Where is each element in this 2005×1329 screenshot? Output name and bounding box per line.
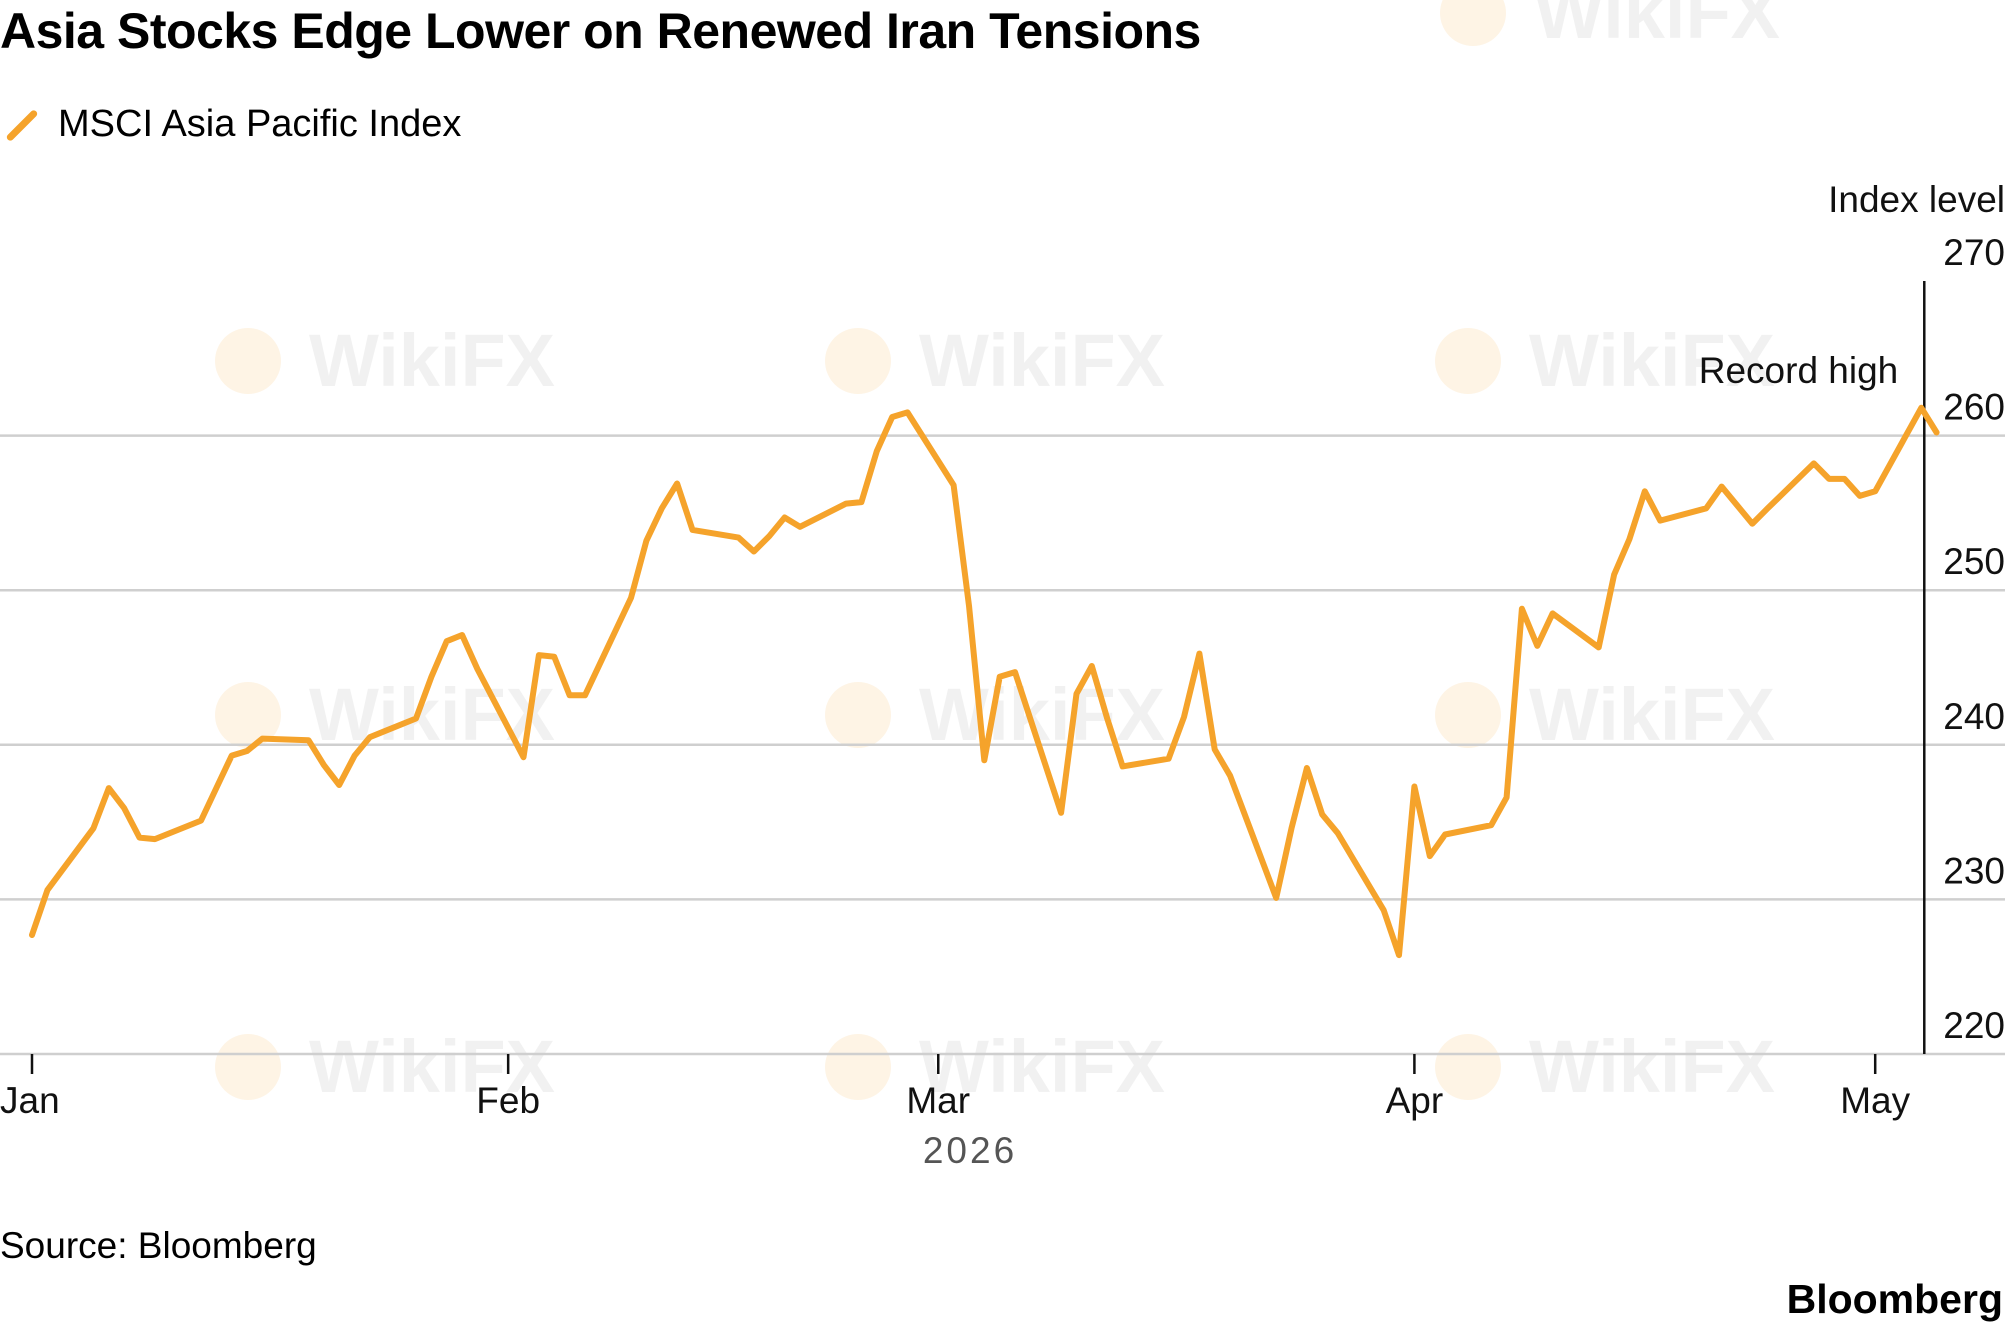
x-tick-label: Jan <box>0 1080 60 1121</box>
source-note: Source: Bloomberg <box>0 1225 317 1266</box>
x-tick-label: Apr <box>1386 1080 1444 1121</box>
y-axis: 270 260 250 240 230 220 <box>1943 232 2005 1046</box>
series-layer <box>29 404 1940 959</box>
x-tick-label: Mar <box>906 1080 970 1121</box>
y-tick-label: 260 <box>1943 387 2005 428</box>
y-tick-label: 240 <box>1943 696 2005 737</box>
chart-title: Asia Stocks Edge Lower on Renewed Iran T… <box>0 3 1201 59</box>
series-line-msci-asia-pacific <box>29 404 1940 959</box>
y-tick-label: 270 <box>1943 232 2005 273</box>
x-tick-label: May <box>1840 1080 1910 1121</box>
x-axis: Jan Feb Mar Apr May <box>0 1054 1911 1121</box>
chart-plot: Record high 270 260 250 240 230 220 Jan Feb Mar… <box>0 179 2005 1171</box>
y-tick-label: 250 <box>1943 541 2005 582</box>
grid <box>0 434 2005 1056</box>
bloomberg-logo: Bloomberg <box>1786 1276 2003 1322</box>
legend: MSCI Asia Pacific Index <box>0 98 461 150</box>
record-high-label: Record high <box>1699 350 1899 391</box>
x-tick-label: Feb <box>476 1080 540 1121</box>
y-tick-label: 230 <box>1943 850 2005 891</box>
legend-label: MSCI Asia Pacific Index <box>58 102 462 145</box>
annotation-layer: Record high <box>1699 281 1926 1054</box>
y-tick-label: 220 <box>1943 1005 2005 1046</box>
y-axis-label: Index level <box>1828 179 2005 220</box>
x-axis-year-label: 2026 <box>923 1130 1017 1171</box>
